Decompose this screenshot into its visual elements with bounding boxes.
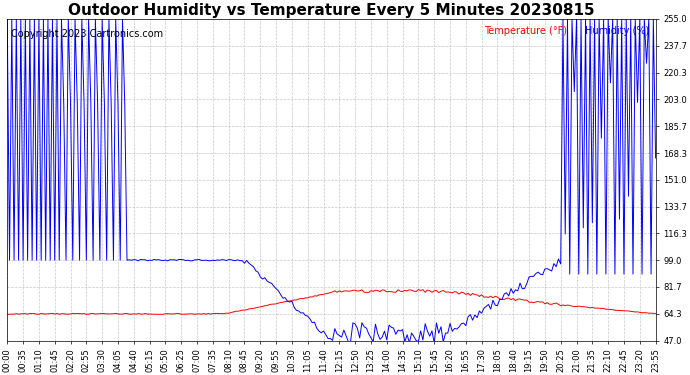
Line: Humidity (%): Humidity (%)	[8, 19, 656, 343]
Humidity (%)	[651, 156, 660, 160]
Temperature (°F)	[600, 306, 608, 310]
Temperature (°F)	[579, 304, 587, 309]
Title: Outdoor Humidity vs Temperature Every 5 Minutes 20230815: Outdoor Humidity vs Temperature Every 5 …	[68, 3, 595, 18]
Line: Temperature (°F): Temperature (°F)	[8, 290, 656, 314]
Humidity (%)	[598, 136, 606, 140]
Temperature (°F)	[3, 312, 12, 316]
Temperature (°F)	[563, 303, 571, 307]
Humidity (%)	[59, 102, 68, 106]
Humidity (%)	[430, 341, 438, 345]
Humidity (%)	[561, 232, 569, 236]
Temperature (°F)	[552, 301, 560, 305]
Temperature (°F)	[62, 312, 70, 316]
Humidity (%)	[331, 326, 339, 331]
Temperature (°F)	[414, 287, 422, 292]
Humidity (%)	[550, 261, 558, 266]
Temperature (°F)	[651, 311, 660, 316]
Text: Copyright 2023 Cartronics.com: Copyright 2023 Cartronics.com	[10, 28, 163, 39]
Temperature (°F)	[333, 290, 342, 295]
Legend: Temperature (°F), Humidity (%): Temperature (°F), Humidity (%)	[468, 24, 651, 38]
Temperature (°F)	[6, 312, 14, 316]
Humidity (%)	[3, 17, 12, 21]
Humidity (%)	[577, 17, 585, 21]
